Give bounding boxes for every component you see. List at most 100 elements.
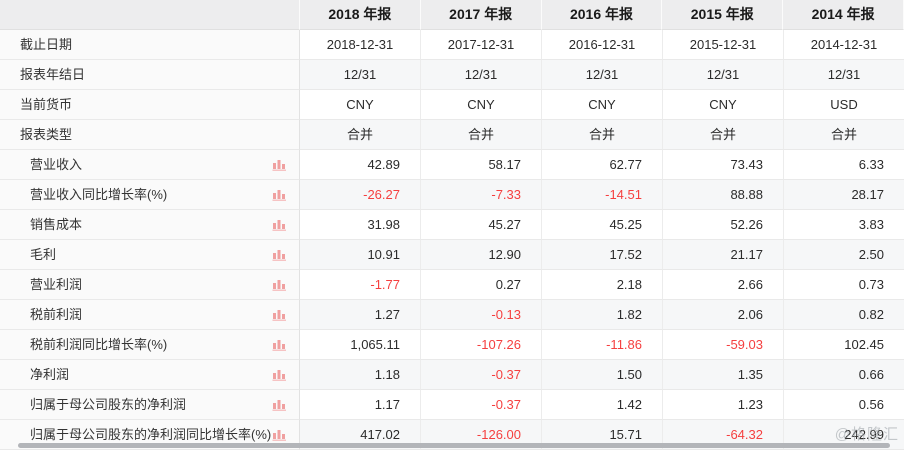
value-cell: 62.77	[542, 150, 663, 180]
value-cell: 3.83	[784, 210, 904, 240]
value-cell: 1.50	[542, 360, 663, 390]
column-header-2017: 2017 年报	[420, 0, 542, 30]
bar-chart-icon[interactable]	[272, 248, 287, 261]
value-cell: 2014-12-31	[784, 30, 904, 60]
bar-chart-icon[interactable]	[272, 338, 287, 351]
table-row: 营业利润 -1.77 0.27 2.18 2.66 0.73	[0, 270, 904, 300]
value-cell: 12/31	[542, 60, 663, 90]
value-cell: 1.23	[663, 390, 784, 420]
value-cell: 42.89	[300, 150, 421, 180]
value-cell: 2017-12-31	[421, 30, 542, 60]
bar-chart-icon[interactable]	[272, 158, 287, 171]
value-cell: 0.73	[784, 270, 904, 300]
value-cell: 58.17	[421, 150, 542, 180]
value-cell: 12.90	[421, 240, 542, 270]
value-cell: 1,065.11	[300, 330, 421, 360]
value-cell: 2.50	[784, 240, 904, 270]
value-cell: USD	[784, 90, 904, 120]
row-label: 营业收入同比增长率(%)	[30, 187, 168, 202]
bar-chart-icon[interactable]	[272, 398, 287, 411]
value-cell: 12/31	[421, 60, 542, 90]
value-cell: -1.77	[300, 270, 421, 300]
row-label: 税前利润	[30, 307, 83, 322]
value-cell: 52.26	[663, 210, 784, 240]
bar-chart-icon[interactable]	[272, 308, 287, 321]
table-body: 截止日期 2018-12-31 2017-12-31 2016-12-31 20…	[0, 30, 904, 450]
column-header-2018: 2018 年报	[300, 0, 421, 30]
value-cell: -0.13	[421, 300, 542, 330]
value-cell: -26.27	[300, 180, 421, 210]
value-cell: -59.03	[663, 330, 784, 360]
value-cell: 0.66	[784, 360, 904, 390]
row-label: 税前利润同比增长率(%)	[30, 337, 168, 352]
value-cell: 102.45	[784, 330, 904, 360]
column-header-2015: 2015 年报	[662, 0, 784, 30]
value-cell: 88.88	[663, 180, 784, 210]
table-row: 销售成本 31.98 45.27 45.25 52.26 3.83	[0, 210, 904, 240]
value-cell: 10.91	[300, 240, 421, 270]
row-label: 毛利	[30, 247, 57, 262]
table-row: 营业收入 42.89 58.17 62.77 73.43 6.33	[0, 150, 904, 180]
column-header-2016: 2016 年报	[541, 0, 663, 30]
value-cell: -11.86	[542, 330, 663, 360]
row-label: 报表类型	[20, 127, 73, 142]
row-label: 营业利润	[30, 277, 83, 292]
value-cell: 合并	[300, 120, 421, 150]
table-row: 报表年结日 12/31 12/31 12/31 12/31 12/31	[0, 60, 904, 90]
value-cell: 12/31	[784, 60, 904, 90]
value-cell: CNY	[542, 90, 663, 120]
header-label-cell	[0, 0, 300, 30]
value-cell: -7.33	[421, 180, 542, 210]
table-row: 报表类型 合并 合并 合并 合并 合并	[0, 120, 904, 150]
value-cell: 2.18	[542, 270, 663, 300]
value-cell: 1.17	[300, 390, 421, 420]
bar-chart-icon[interactable]	[272, 218, 287, 231]
value-cell: 1.18	[300, 360, 421, 390]
bar-chart-icon[interactable]	[272, 188, 287, 201]
value-cell: 2015-12-31	[663, 30, 784, 60]
row-label: 归属于母公司股东的净利润同比增长率(%)	[30, 427, 272, 442]
value-cell: 2018-12-31	[300, 30, 421, 60]
value-cell: 2.06	[663, 300, 784, 330]
horizontal-scrollbar-thumb[interactable]	[18, 443, 890, 448]
value-cell: 21.17	[663, 240, 784, 270]
table-row: 税前利润同比增长率(%) 1,065.11 -107.26 -11.86 -59…	[0, 330, 904, 360]
value-cell: 73.43	[663, 150, 784, 180]
value-cell: CNY	[663, 90, 784, 120]
value-cell: 合并	[421, 120, 542, 150]
value-cell: 1.35	[663, 360, 784, 390]
value-cell: -14.51	[542, 180, 663, 210]
value-cell: -0.37	[421, 390, 542, 420]
value-cell: 合并	[542, 120, 663, 150]
table-row: 归属于母公司股东的净利润 1.17 -0.37 1.42 1.23 0.56	[0, 390, 904, 420]
row-label: 销售成本	[30, 217, 83, 232]
value-cell: 1.42	[542, 390, 663, 420]
row-label: 归属于母公司股东的净利润	[30, 397, 187, 412]
value-cell: 2.66	[663, 270, 784, 300]
value-cell: 17.52	[542, 240, 663, 270]
value-cell: -0.37	[421, 360, 542, 390]
table-row: 税前利润 1.27 -0.13 1.82 2.06 0.82	[0, 300, 904, 330]
table-header-row: 2018 年报 2017 年报 2016 年报 2015 年报 2014 年报	[0, 0, 904, 30]
value-cell: 1.82	[542, 300, 663, 330]
value-cell: 45.27	[421, 210, 542, 240]
value-cell: 2016-12-31	[542, 30, 663, 60]
row-label: 净利润	[30, 367, 70, 382]
value-cell: 31.98	[300, 210, 421, 240]
value-cell: 6.33	[784, 150, 904, 180]
row-label: 截止日期	[20, 37, 73, 52]
bar-chart-icon[interactable]	[272, 368, 287, 381]
row-label: 营业收入	[30, 157, 83, 172]
row-label: 报表年结日	[20, 67, 86, 82]
table-row: 截止日期 2018-12-31 2017-12-31 2016-12-31 20…	[0, 30, 904, 60]
value-cell: 0.82	[784, 300, 904, 330]
value-cell: 45.25	[542, 210, 663, 240]
table-row: 营业收入同比增长率(%) -26.27 -7.33 -14.51 88.88 2…	[0, 180, 904, 210]
bar-chart-icon[interactable]	[272, 278, 287, 291]
table-row: 净利润 1.18 -0.37 1.50 1.35 0.66	[0, 360, 904, 390]
value-cell: 0.56	[784, 390, 904, 420]
value-cell: 12/31	[663, 60, 784, 90]
bar-chart-icon[interactable]	[272, 428, 287, 441]
column-header-2014: 2014 年报	[783, 0, 904, 30]
